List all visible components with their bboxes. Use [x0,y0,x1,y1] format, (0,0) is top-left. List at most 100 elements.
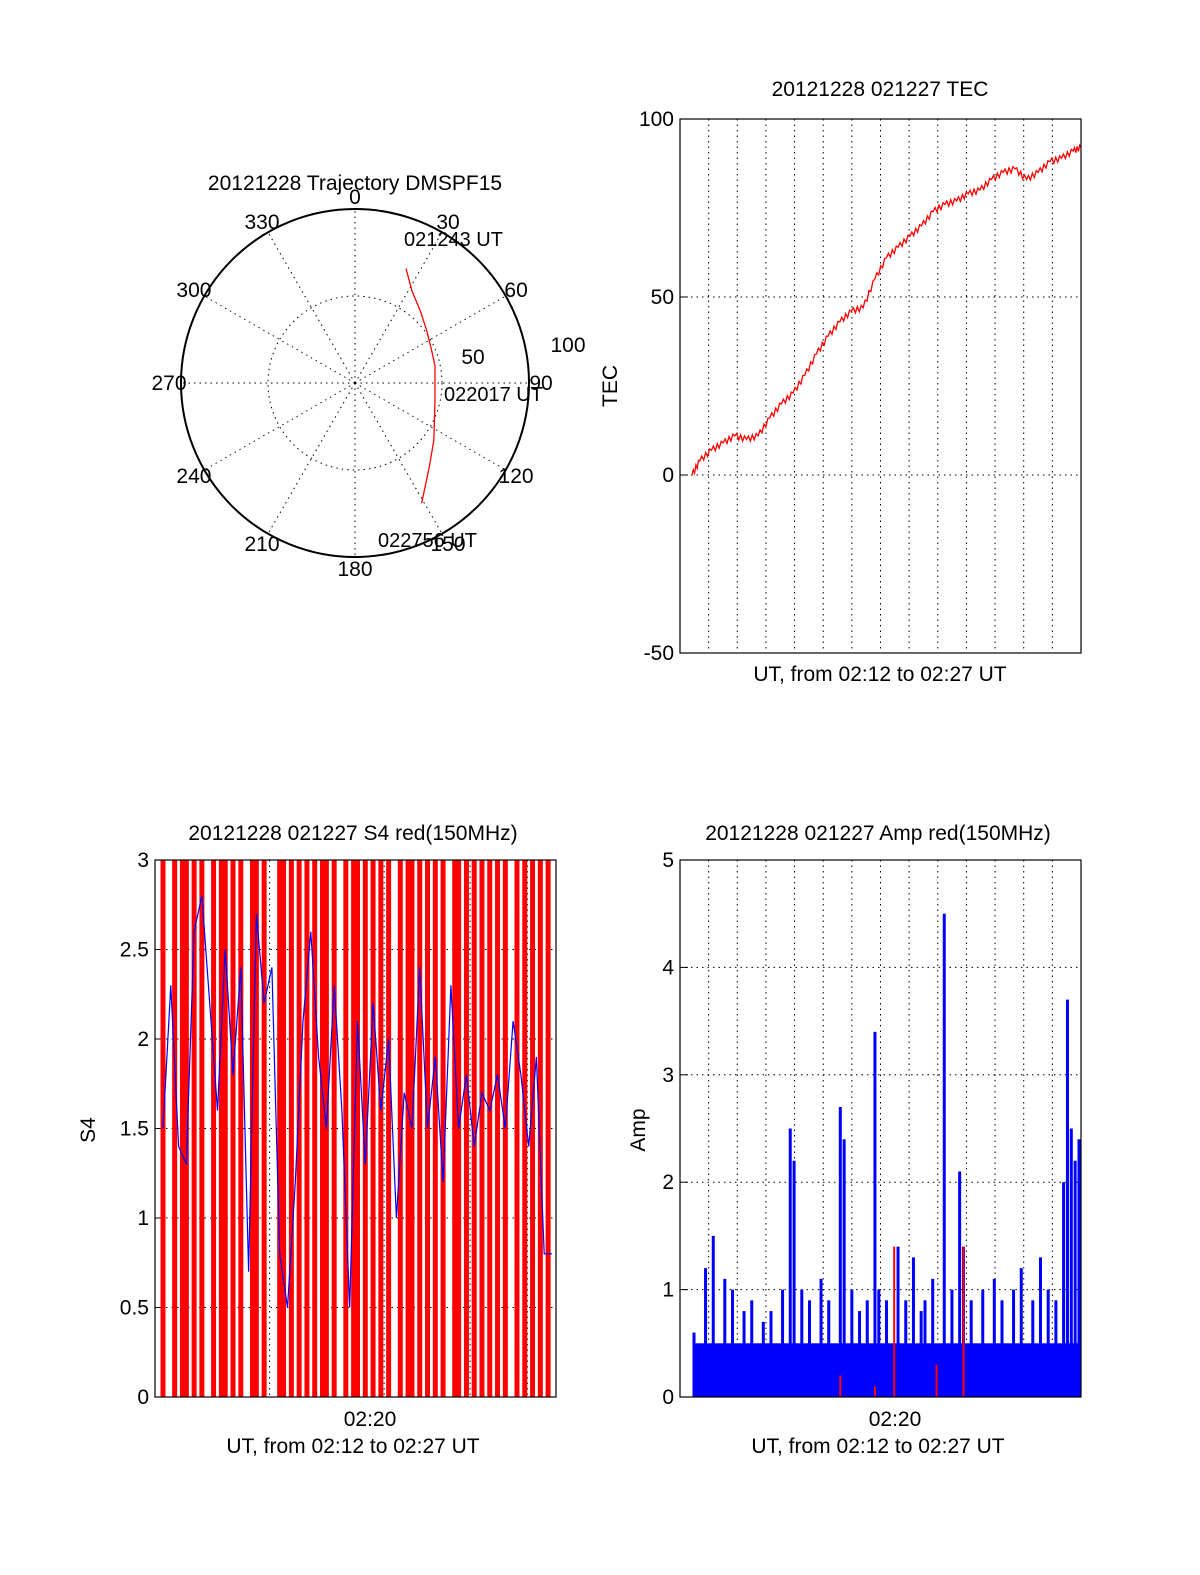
amp-blue-band [1040,1343,1049,1397]
y-tick-label: 0 [662,1386,674,1409]
y-tick-label: 0 [662,464,674,487]
s4-red-bar [281,860,287,1397]
trajectory-panel: 20121228 Trajectory DMSPF15 0 30 60 90 120 15… [151,172,585,581]
s4-red-bar [172,860,178,1397]
amp-blue-band [925,1343,934,1397]
amp-blue-band [694,1343,707,1397]
y-tick-label: 2 [662,1171,674,1194]
amp-blue-band [1063,1343,1068,1397]
s4-red-bar [183,860,189,1397]
amp-blue-band [744,1343,753,1397]
s4-red-bar [417,860,423,1397]
polar-angle-label: 180 [337,558,372,581]
s4-red-bar [351,860,357,1397]
amp-blue-bar [723,1278,727,1397]
amp-x-tick-label: 02:20 [869,1408,922,1431]
amp-blue-band [751,1343,764,1397]
polar-angle-label: 0 [349,186,361,209]
amp-blue-band [1075,1343,1080,1397]
amp-blue-band [921,1343,926,1397]
s4-red-bar [370,860,376,1397]
polar-angle-label: 270 [151,372,186,395]
amp-blue-bar [842,1139,846,1397]
amp-blue-band [982,1343,995,1397]
polar-radius-label: 50 [461,346,484,369]
y-tick-label: 50 [651,286,674,309]
amp-blue-bar [923,1300,927,1397]
s4-red-bar [304,860,310,1397]
amp-blue-band [898,1343,907,1397]
polar-labels: 0 30 60 90 120 150 180 210 240 270 300 330 50 100 [151,186,585,581]
amp-blue-bar [742,1311,746,1397]
amp-blue-bar [969,1300,973,1397]
amp-blue-bar [838,1107,842,1397]
amp-blue-bar [950,1289,954,1397]
s4-red-bar [522,860,528,1397]
polar-angle-label: 330 [244,211,279,234]
polar-spoke [267,382,356,534]
amp-blue-band [1032,1343,1041,1397]
amp-blue-band [1055,1343,1065,1397]
s4-red-bar [452,860,458,1397]
amp-red-bar [893,1246,896,1397]
amp-x-label: UT, from 02:12 to 02:27 UT [751,1435,1004,1458]
tec-series-line [691,143,1082,476]
amp-blue-band [994,1343,1003,1397]
s4-red-bar [179,860,185,1397]
s4-red-bar [312,860,318,1397]
amp-blue-bar [692,1332,696,1397]
s4-red-bar [405,860,411,1397]
amp-blue-band [959,1343,964,1397]
amp-blue-bar [942,913,946,1397]
s4-red-bar [397,860,403,1397]
y-tick-label: 4 [662,956,674,979]
amp-bars [692,913,1081,1397]
amp-blue-band [794,1343,803,1397]
polar-spoke [354,232,443,384]
s4-plot-frame [154,859,557,1398]
amp-title: 20121228 021227 Amp red(150MHz) [705,822,1051,845]
y-tick-label: 3 [662,1064,674,1087]
amp-blue-bar [731,1289,734,1397]
polar-spoke [354,382,443,534]
s4-red-bar [296,860,302,1397]
amp-blue-bar [792,1160,796,1397]
s4-red-bar [199,860,205,1397]
amp-blue-band [705,1343,714,1397]
amp-blue-band [874,1343,880,1397]
amp-blue-bar [1000,1300,1004,1397]
tec-x-label: UT, from 02:12 to 02:27 UT [753,663,1006,686]
amp-blue-bar [819,1278,823,1397]
s4-panel: 20121228 021227 S4 red(150MHz) 0 0.5 1 1.5 2… [77,822,557,1458]
s4-red-bar [378,860,384,1397]
amp-blue-band [905,1343,914,1397]
amp-blue-band [782,1343,791,1397]
amp-blue-bar [919,1311,923,1397]
amp-blue-band [963,1343,972,1397]
amp-blue-band [844,1343,853,1397]
amp-blue-bar [1073,1160,1077,1397]
s4-red-bar [288,860,294,1397]
s4-y-ticks: 0 0.5 1 1.5 2 2.5 3 [120,849,163,1409]
s4-x-tick-label: 02:20 [344,1408,397,1431]
amp-blue-bar [1077,1139,1081,1397]
amp-blue-bar [711,1235,715,1397]
s4-red-bar [487,860,493,1397]
s4-red-bar [355,860,360,1397]
s4-red-bar [537,860,543,1397]
amp-blue-bar [904,1300,908,1397]
s4-red-bar [386,860,392,1397]
polar-radius-label: 100 [550,334,585,357]
s4-x-label: UT, from 02:12 to 02:27 UT [226,1435,479,1458]
tec-y-ticks: -50 0 50 100 [639,108,688,665]
y-tick-label: 100 [639,108,674,131]
polar-angle-label: 150 [430,533,465,556]
trajectory-line [405,268,436,504]
polar-spoke [204,295,356,384]
polar-inner-circle [267,295,443,471]
polar-spoke [354,295,506,384]
polar-angle-label: 90 [529,372,552,395]
amp-blue-band [828,1343,841,1397]
amp-blue-bar [1031,1300,1035,1397]
s4-red-bar [261,860,267,1397]
